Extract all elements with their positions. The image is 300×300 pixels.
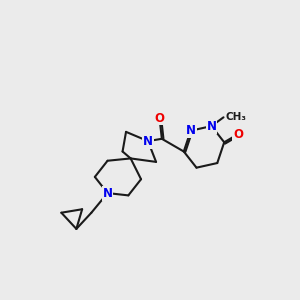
Text: N: N: [186, 124, 196, 137]
Text: N: N: [206, 120, 217, 133]
Text: O: O: [233, 128, 243, 141]
Text: N: N: [103, 187, 112, 200]
Text: O: O: [154, 112, 164, 124]
Text: CH₃: CH₃: [226, 112, 247, 122]
Text: N: N: [143, 135, 153, 148]
